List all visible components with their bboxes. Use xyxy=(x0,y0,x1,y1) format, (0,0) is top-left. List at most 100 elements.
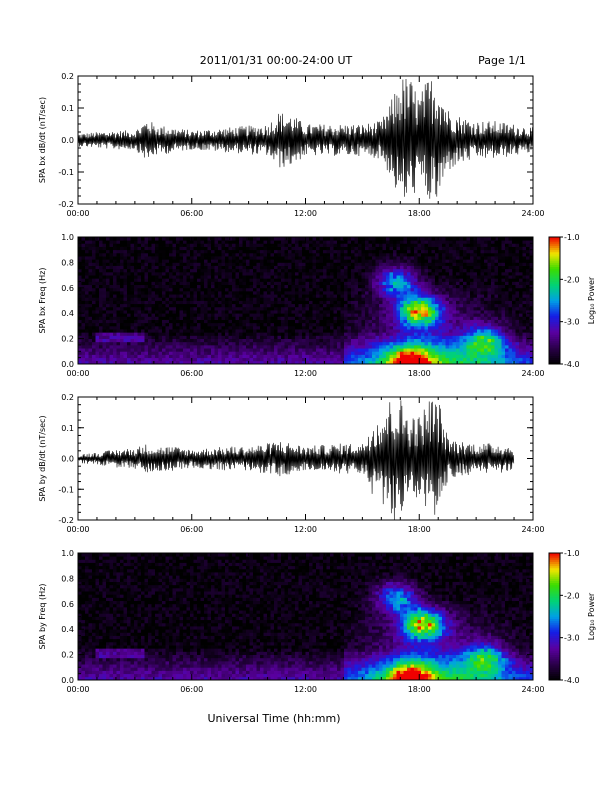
spectrogram-cell xyxy=(337,344,341,349)
spectrogram-cell xyxy=(302,246,306,251)
spectrogram-cell xyxy=(400,348,404,352)
spectrogram-cell xyxy=(428,271,432,276)
spectrogram-cell xyxy=(424,335,429,339)
spectrogram-cell xyxy=(274,284,278,289)
spectrogram-cell xyxy=(351,259,355,263)
spectrogram-cell xyxy=(452,306,457,311)
spectrogram-cell xyxy=(494,325,499,330)
spectrogram-cell xyxy=(470,249,474,254)
spectrogram-cell xyxy=(246,306,250,311)
spectrogram-cell xyxy=(358,290,362,295)
spectrogram-cell xyxy=(421,360,425,365)
spectrogram-cell xyxy=(253,335,257,339)
spectrogram-cell xyxy=(172,322,177,327)
spectrogram-cell xyxy=(270,310,275,314)
spectrogram-cell xyxy=(494,303,499,308)
spectrogram-cell xyxy=(428,246,432,251)
spectrogram-cell xyxy=(379,271,383,276)
spectrogram-cell xyxy=(267,278,271,282)
spectrogram-cell xyxy=(379,262,383,266)
spectrogram-cell xyxy=(424,275,429,279)
spectrogram-cell xyxy=(99,294,103,298)
spectrogram-cell xyxy=(204,249,208,254)
spectrogram-cell xyxy=(452,341,457,346)
spectrogram-cell xyxy=(239,325,243,330)
spectrogram-cell xyxy=(414,259,418,263)
spectrogram-cell xyxy=(403,300,408,305)
spectrogram-cell xyxy=(379,332,383,336)
spectrogram-cell xyxy=(449,287,453,292)
spectrogram-cell xyxy=(386,322,390,327)
spectrogram-cell xyxy=(260,284,264,289)
spectrogram-cell xyxy=(249,306,254,311)
spectrogram-cell xyxy=(400,360,404,365)
spectrogram-cell xyxy=(197,310,201,314)
spectrogram-cell xyxy=(260,275,264,279)
spectrogram-cell xyxy=(253,265,257,270)
spectrogram-cell xyxy=(330,319,334,324)
spectrogram-cell xyxy=(92,252,96,257)
spectrogram-cell xyxy=(288,252,292,257)
spectrogram-cell xyxy=(316,259,320,263)
spectrogram-cell xyxy=(281,313,285,317)
spectrogram-cell xyxy=(428,297,432,301)
spectrogram-cell xyxy=(106,290,110,295)
spectrogram-cell xyxy=(410,348,415,352)
spectrogram-cell xyxy=(361,341,366,346)
spectrogram-cell xyxy=(386,259,390,263)
spectrogram-cell xyxy=(172,300,177,305)
spectrogram-cell xyxy=(141,249,145,254)
spectrogram-cell xyxy=(155,338,159,343)
spectrogram-cell xyxy=(281,338,285,343)
spectrogram-cell xyxy=(123,246,128,251)
spectrogram-cell xyxy=(323,344,327,349)
spectrogram-cell xyxy=(337,310,341,314)
spectrogram-cell xyxy=(176,262,180,266)
spectrogram-cell xyxy=(204,329,208,333)
spectrogram-cell xyxy=(309,265,313,270)
spectrogram-cell xyxy=(309,341,313,346)
spectrogram-cell xyxy=(253,252,257,257)
spectrogram-cell xyxy=(337,306,341,311)
spectrogram-cell xyxy=(214,249,219,254)
spectrogram-cell xyxy=(288,329,292,333)
spectrogram-cell xyxy=(414,262,418,266)
spectrogram-cell xyxy=(386,335,390,339)
spectrogram-cell xyxy=(337,316,341,320)
spectrogram-cell xyxy=(347,297,352,301)
spectrogram-cell xyxy=(463,275,467,279)
spectrogram-cell xyxy=(169,325,173,330)
spectrogram-cell xyxy=(487,284,492,289)
spectrogram-cell xyxy=(323,329,327,333)
spectrogram-cell xyxy=(81,332,86,336)
spectrogram-cell xyxy=(473,351,478,355)
spectrogram-cell xyxy=(463,281,467,286)
spectrogram-cell xyxy=(274,262,278,266)
spectrogram-cell xyxy=(242,262,247,266)
spectrogram-cell xyxy=(480,322,485,327)
spectrogram-cell xyxy=(88,290,93,295)
spectrogram-cell xyxy=(239,275,243,279)
spectrogram-cell xyxy=(197,325,201,330)
spectrogram-cell xyxy=(428,319,432,324)
spectrogram-cell xyxy=(372,300,376,305)
spectrogram-cell xyxy=(417,294,422,298)
spectrogram-cell xyxy=(291,252,296,257)
spectrogram-cell xyxy=(337,284,341,289)
spectrogram-cell xyxy=(466,313,471,317)
spectrogram-cell xyxy=(424,313,429,317)
spectrogram-cell xyxy=(221,300,226,305)
spectrogram-cell xyxy=(477,316,481,320)
spectrogram-cell xyxy=(183,268,187,273)
spectrogram-cell xyxy=(473,332,478,336)
spectrogram-cell xyxy=(270,344,275,349)
spectrogram-cell xyxy=(501,252,506,257)
spectrogram-cell xyxy=(473,275,478,279)
spectrogram-cell xyxy=(379,354,383,359)
spectrogram-cell xyxy=(372,287,376,292)
spectrogram-cell xyxy=(386,303,390,308)
spectrogram-cell xyxy=(242,357,247,362)
spectrogram-cell xyxy=(466,306,471,311)
spectrogram-cell xyxy=(130,332,135,336)
spectrogram-cell xyxy=(218,316,222,320)
